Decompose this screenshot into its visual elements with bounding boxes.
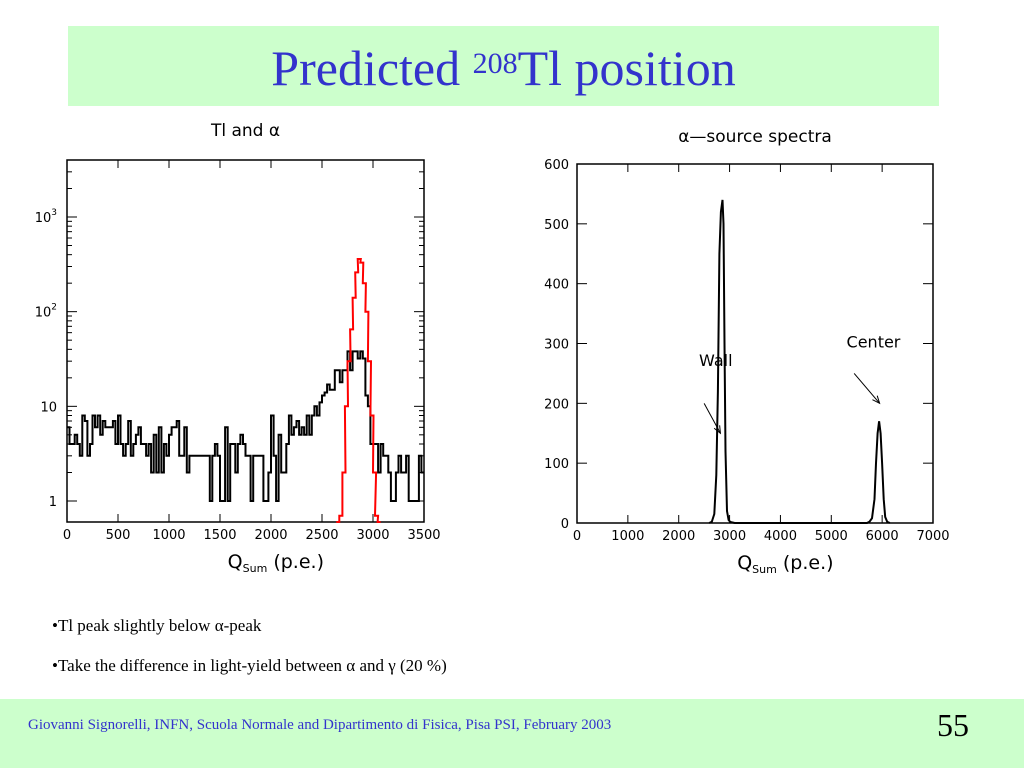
bullet-1: •Tl peak slightly below α-peak xyxy=(52,616,262,635)
series-line-0 xyxy=(67,350,424,502)
x-tick-label: 7000 xyxy=(916,529,949,544)
annotation-arrowhead-0 xyxy=(713,425,722,435)
title-superscript: 208 xyxy=(472,47,518,80)
x-axis-label-sub: Sum xyxy=(752,563,777,576)
y-tick-label: 600 xyxy=(544,158,569,173)
x-tick-label: 4000 xyxy=(764,529,797,544)
x-tick-label: 1500 xyxy=(203,528,236,543)
x-tick-label: 2000 xyxy=(254,528,287,543)
x-tick-label: 3000 xyxy=(713,529,746,544)
y-tick-base: 10 xyxy=(40,400,57,415)
y-tick-base: 10 xyxy=(35,211,52,226)
annotation-1: Center xyxy=(847,333,901,352)
y-tick-label: 200 xyxy=(544,397,569,412)
y-tick-base: 1 xyxy=(49,495,57,510)
y-tick-label: 500 xyxy=(544,218,569,233)
bullet-list: •Tl peak slightly below α-peak •Take the… xyxy=(52,616,447,696)
tl-alpha-chart: Tl and α0 500 1000 1500 2000 2500 3000 35001101… xyxy=(35,121,441,575)
x-axis-label-main: Q xyxy=(228,551,243,573)
x-axis-label-main: Q xyxy=(737,552,752,574)
y-tick-exponent: 3 xyxy=(51,208,57,218)
footer-band xyxy=(0,699,1024,768)
x-axis-label-unit: (p.e.) xyxy=(777,552,834,574)
annotation-arrow-1 xyxy=(853,373,880,404)
x-axis-label: QSum (p.e.) xyxy=(228,551,324,575)
title-suffix: Tl position xyxy=(517,40,736,96)
x-tick-label: 0 xyxy=(573,529,581,544)
x-tick-label: 1000 xyxy=(152,528,185,543)
x-axis-label-unit: (p.e.) xyxy=(267,551,324,573)
title-prefix: Predicted xyxy=(271,40,473,96)
y-tick-base: 10 xyxy=(35,306,52,321)
y-tick-label: 103 xyxy=(35,208,57,226)
page-number: 55 xyxy=(937,707,969,743)
series-line-1 xyxy=(336,258,381,523)
x-tick-label: 3500 xyxy=(407,528,440,543)
slide-title: Predicted 208Tl position xyxy=(68,38,939,98)
x-tick-label: 0 xyxy=(63,528,71,543)
y-tick-label: 100 xyxy=(544,457,569,472)
chart-title: α—source spectra xyxy=(678,127,832,147)
x-tick-label: 2000 xyxy=(662,529,695,544)
y-tick-label: 10 xyxy=(40,400,57,415)
x-tick-label: 500 xyxy=(106,528,131,543)
y-tick-label: 300 xyxy=(544,338,569,353)
series-line-0 xyxy=(708,199,891,524)
chart-title: Tl and α xyxy=(210,121,280,141)
x-tick-label: 5000 xyxy=(815,529,848,544)
annotation-0: Wall xyxy=(699,351,733,370)
annotation-arrow-0 xyxy=(703,403,721,434)
title-band: Predicted 208Tl position xyxy=(68,26,939,106)
y-tick-exponent: 2 xyxy=(51,303,57,313)
y-tick-label: 1 xyxy=(49,495,57,510)
x-tick-label: 3000 xyxy=(356,528,389,543)
y-tick-label: 400 xyxy=(544,278,569,293)
x-axis-label: QSum (p.e.) xyxy=(737,552,833,576)
footer-text: Giovanni Signorelli, INFN, Scuola Normal… xyxy=(28,717,612,733)
bullet-2: •Take the difference in light-yield betw… xyxy=(52,656,447,675)
y-tick-label: 0 xyxy=(561,517,569,532)
x-tick-label: 2500 xyxy=(305,528,338,543)
plot-frame xyxy=(66,159,425,523)
x-tick-label: 1000 xyxy=(611,529,644,544)
x-axis-label-sub: Sum xyxy=(243,562,268,575)
x-tick-label: 6000 xyxy=(866,529,899,544)
annotation-arrowhead-1 xyxy=(872,395,881,405)
y-tick-label: 102 xyxy=(35,303,57,321)
